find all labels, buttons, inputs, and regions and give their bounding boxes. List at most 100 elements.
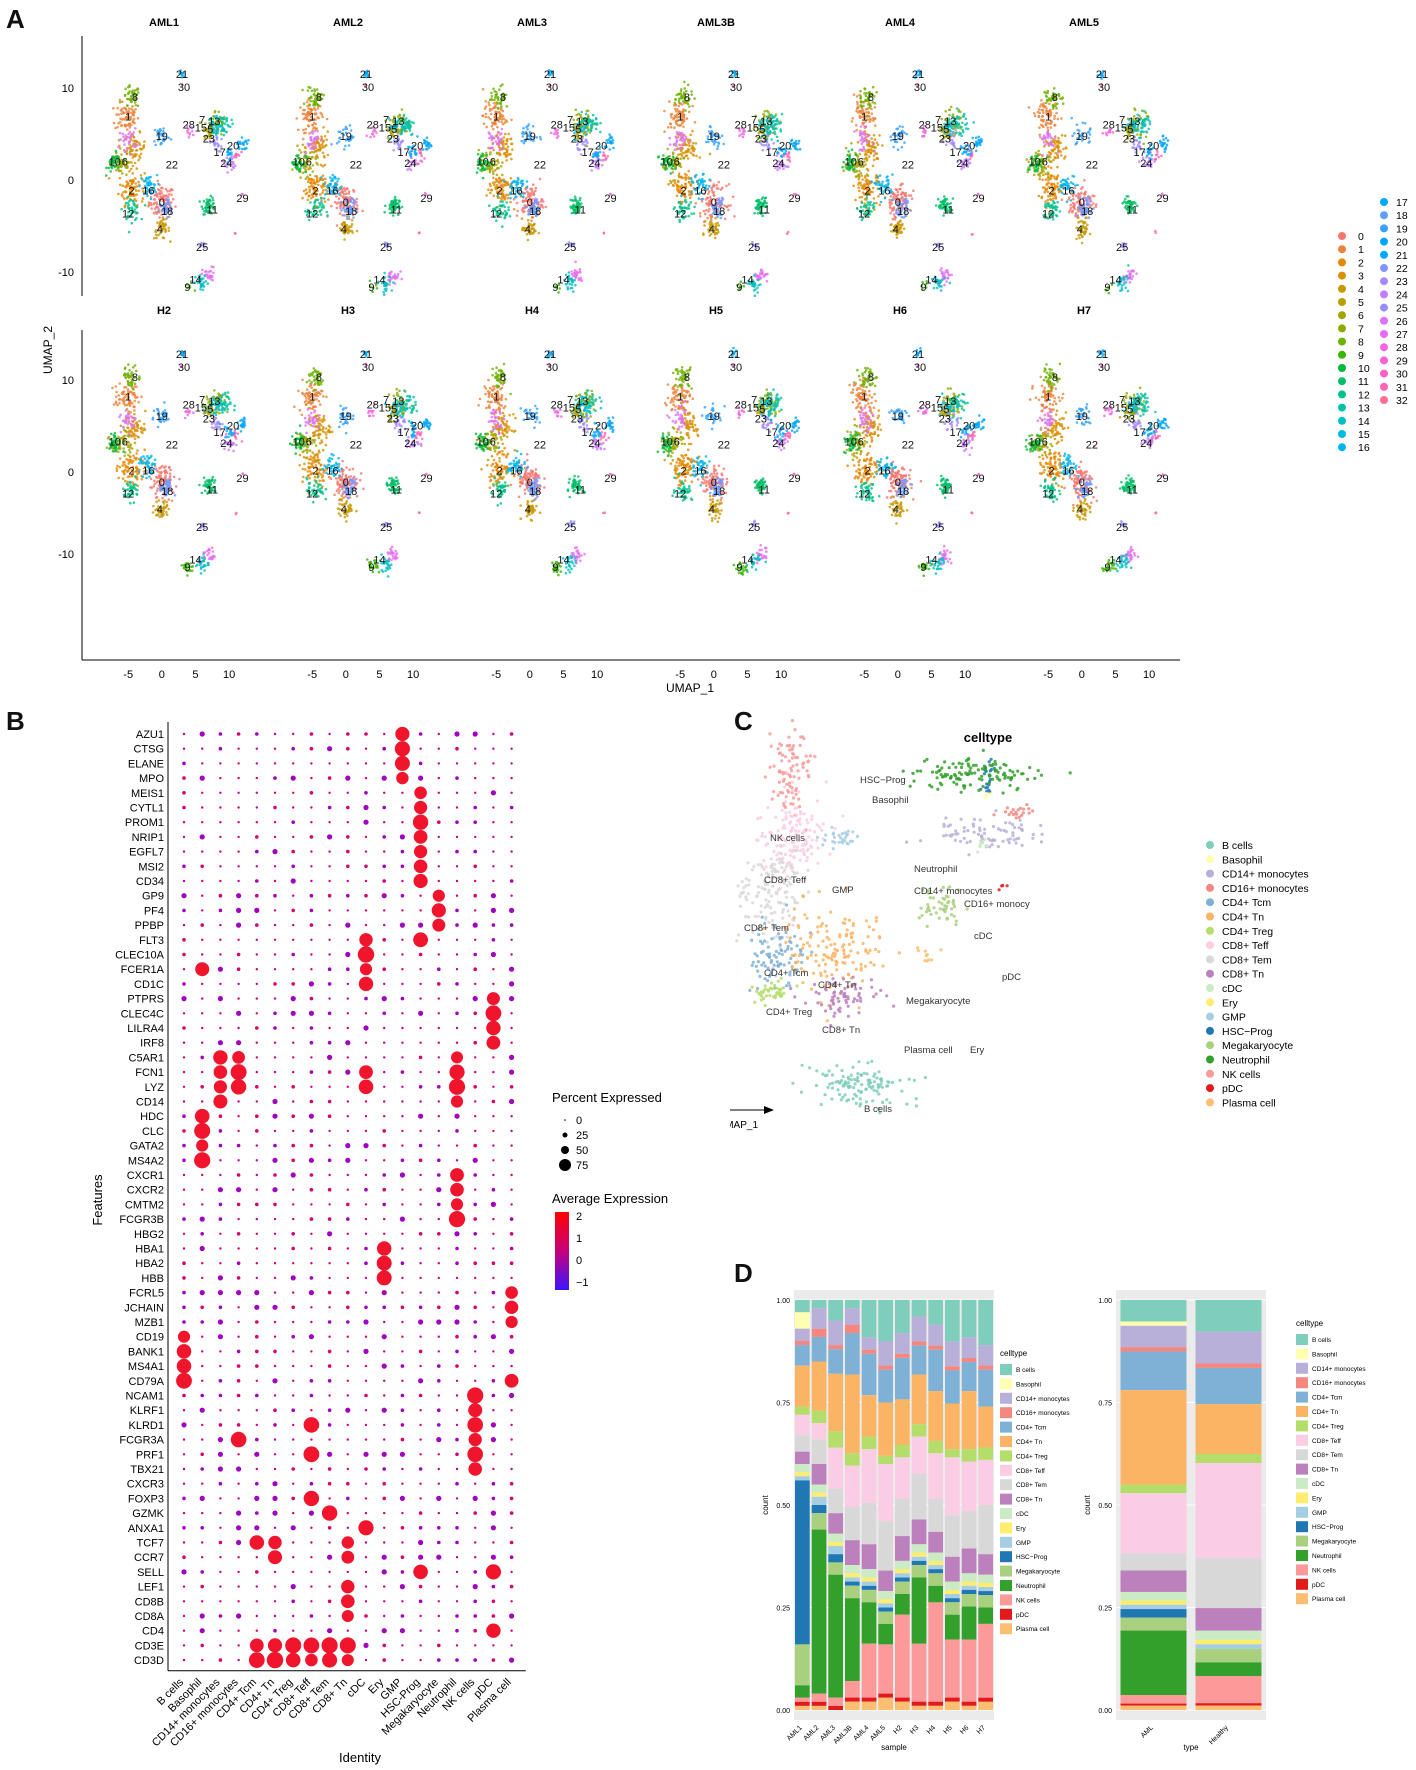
cell-point <box>144 177 148 181</box>
cell-point <box>310 177 314 181</box>
cell-point <box>856 141 860 144</box>
cell-point <box>936 197 940 201</box>
cell-point <box>305 112 309 115</box>
cell-point <box>688 105 691 108</box>
cell-point <box>674 98 677 101</box>
cell-point <box>700 179 703 183</box>
cell-point <box>217 110 220 114</box>
cell-point <box>960 125 963 129</box>
cell-point <box>391 275 395 279</box>
cell-point <box>318 143 322 147</box>
cell-point <box>291 168 294 171</box>
cell-point <box>125 173 128 176</box>
cell-point <box>876 175 879 178</box>
cell-point <box>869 117 872 121</box>
cell-point <box>668 100 671 103</box>
cell-point <box>122 112 125 115</box>
cell-point <box>382 290 386 294</box>
cell-point <box>231 122 234 126</box>
cell-point <box>710 189 714 192</box>
cluster-label: 9 <box>552 282 558 294</box>
cell-point <box>308 97 312 100</box>
cell-point <box>129 184 132 188</box>
cell-point <box>487 188 490 191</box>
cell-point <box>375 131 378 134</box>
cell-point <box>137 189 140 193</box>
cell-point <box>398 130 402 134</box>
cell-point <box>537 231 541 235</box>
cell-point <box>112 107 115 110</box>
cell-point <box>759 276 763 280</box>
cell-point <box>304 188 308 191</box>
cell-point <box>312 143 315 146</box>
cell-point <box>857 181 861 185</box>
cell-point <box>309 146 313 150</box>
cell-point <box>580 110 583 114</box>
cluster-label: 28 <box>551 119 563 131</box>
cell-point <box>156 179 159 183</box>
cell-point <box>428 142 431 145</box>
cell-point <box>297 169 301 172</box>
cell-point <box>131 105 134 108</box>
cell-point <box>708 125 712 128</box>
cell-point <box>335 206 339 210</box>
cell-point <box>139 174 143 177</box>
cell-point <box>893 193 896 196</box>
cell-point <box>502 180 506 183</box>
cell-point <box>541 200 545 203</box>
cell-point <box>675 136 678 139</box>
cell-point <box>948 108 952 112</box>
cell-point <box>579 276 582 280</box>
cell-point <box>695 154 698 158</box>
cell-point <box>315 161 318 165</box>
cell-point <box>169 240 172 243</box>
cell-point <box>901 195 904 199</box>
cell-point <box>960 134 963 138</box>
cell-point <box>132 192 135 195</box>
cell-point <box>711 191 715 194</box>
cell-point <box>712 183 716 186</box>
cell-point <box>340 209 343 212</box>
cell-point <box>134 182 137 185</box>
cell-point <box>714 231 718 235</box>
cell-point <box>124 185 128 189</box>
cell-point <box>132 113 136 117</box>
cell-point <box>764 273 767 276</box>
cell-point <box>756 286 759 290</box>
cell-point <box>155 233 158 237</box>
cell-point <box>202 277 205 280</box>
cell-point <box>143 140 146 143</box>
cell-point <box>128 116 131 120</box>
cell-point <box>569 287 572 290</box>
cell-point <box>210 275 214 278</box>
cell-point <box>505 138 509 141</box>
cell-point <box>775 135 779 139</box>
cell-point <box>323 200 327 203</box>
cell-point <box>674 142 678 145</box>
cell-point <box>338 212 342 215</box>
cell-point <box>681 151 685 155</box>
cell-point <box>872 197 876 200</box>
cell-point <box>117 192 120 196</box>
cell-point <box>857 173 860 176</box>
cell-point <box>496 125 499 129</box>
cell-point <box>959 132 963 135</box>
cell-point <box>119 138 122 141</box>
cell-point <box>320 135 323 138</box>
cell-point <box>502 117 506 120</box>
cluster-label: 18 <box>161 206 173 218</box>
cell-point <box>313 88 316 91</box>
cell-point <box>977 135 981 139</box>
cell-point <box>719 188 723 191</box>
cell-point <box>505 201 509 204</box>
cell-point <box>399 140 403 144</box>
cell-point <box>503 215 507 219</box>
cell-point <box>977 138 981 142</box>
cell-point <box>506 154 509 157</box>
cell-point <box>964 127 968 130</box>
cell-point <box>844 146 848 150</box>
cell-point <box>341 188 344 191</box>
cluster-label: 6 <box>122 157 128 169</box>
cell-point <box>697 197 701 200</box>
cell-point <box>852 93 856 96</box>
